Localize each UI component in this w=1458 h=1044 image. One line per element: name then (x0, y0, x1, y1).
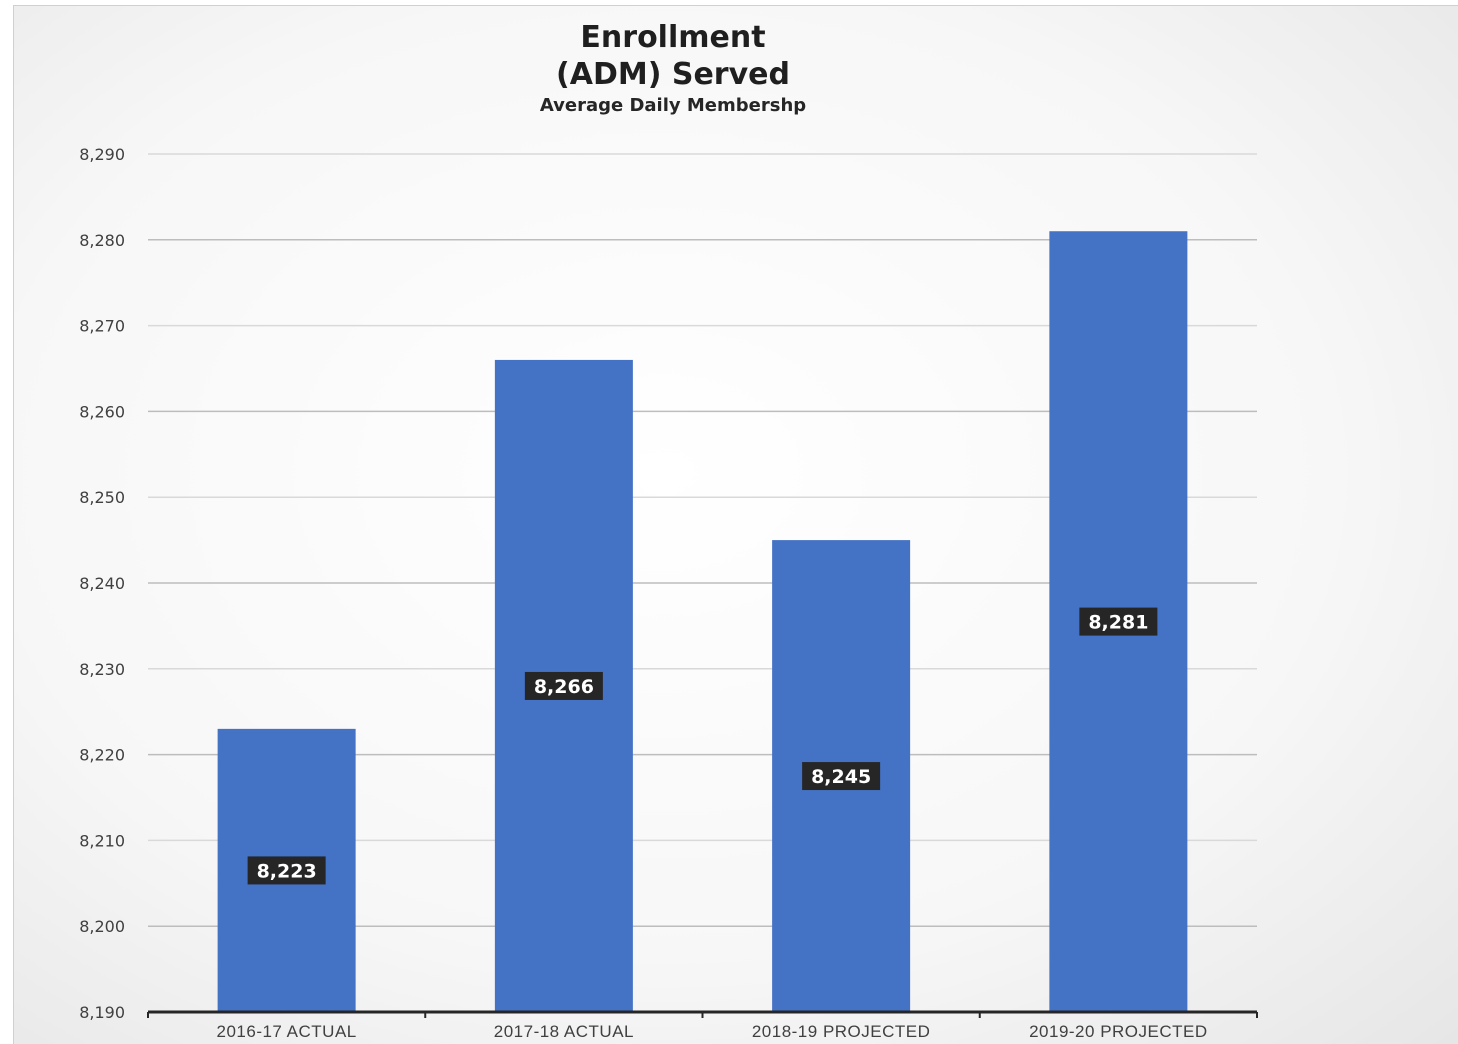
x-tick-label: 2017-18 ACTUAL (494, 1022, 634, 1041)
data-label-box (802, 762, 881, 791)
chart-title: Enrollment (580, 20, 766, 55)
y-tick-label: 8,250 (79, 488, 125, 507)
data-label: 8,223 (257, 860, 317, 882)
data-label: 8,245 (811, 766, 871, 788)
data-label: 8,281 (1088, 612, 1148, 634)
y-tick-label: 8,270 (79, 317, 125, 336)
data-label-box (524, 671, 603, 700)
x-tick-label: 2018-19 PROJECTED (752, 1022, 931, 1041)
y-tick-label: 8,280 (79, 231, 125, 250)
chart-subtitle: Average Daily Membershp (539, 95, 807, 116)
y-tick-label: 8,240 (79, 574, 125, 593)
data-label-box (247, 856, 326, 885)
y-tick-label: 8,260 (79, 402, 125, 421)
chart-title-line2: (ADM) Served (556, 57, 790, 92)
y-tick-label: 8,290 (79, 145, 125, 164)
x-tick-label: 2019-20 PROJECTED (1029, 1022, 1208, 1041)
y-tick-label: 8,200 (79, 917, 125, 936)
y-tick-label: 8,230 (79, 660, 125, 679)
y-tick-label: 8,220 (79, 746, 125, 765)
x-tick-label: 2016-17 ACTUAL (217, 1022, 357, 1041)
data-label-box (1079, 607, 1158, 636)
y-tick-label: 8,210 (79, 831, 125, 850)
y-tick-label: 8,190 (79, 1003, 125, 1022)
data-label: 8,266 (534, 676, 594, 698)
